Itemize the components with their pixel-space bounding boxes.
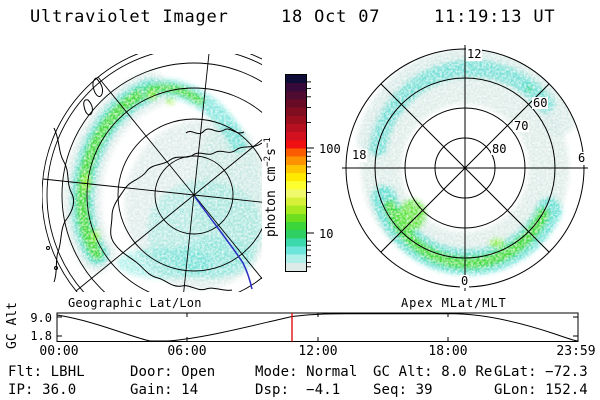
- status-door: Door: Open: [130, 364, 216, 380]
- status-flt: Flt: LBHL: [8, 364, 85, 380]
- app-title: Ultraviolet Imager: [30, 7, 229, 27]
- colorbar-tick-10: 10: [319, 227, 334, 241]
- time-label: 11:19:13 UT: [434, 7, 556, 27]
- date-label: 18 Oct 07: [281, 7, 381, 27]
- geo-panel-caption: Geographic Lat/Lon: [68, 296, 202, 310]
- status-dsp: Dsp: −4.1: [255, 382, 341, 398]
- mlt-label-6: 6: [577, 151, 587, 165]
- latlon-grid: [42, 54, 262, 292]
- xtick-2359: 23:59: [556, 344, 596, 359]
- ytick-9: 9.0: [30, 311, 52, 325]
- gc-alt-plot: [56, 312, 579, 342]
- status-gc-alt: GC Alt: 8.0 Re: [373, 364, 493, 380]
- xtick-1800: 18:00: [428, 344, 468, 359]
- status-ip: IP: 36.0: [8, 382, 77, 398]
- status-seq: Seq: 39: [373, 382, 433, 398]
- status-mode: Mode: Normal: [255, 364, 358, 380]
- gc-alt-axis-ticks: [57, 313, 578, 342]
- mlt-label-18: 18: [351, 148, 368, 162]
- colorbar-unit-label: photon cm−2s−1: [263, 137, 279, 237]
- xtick-1200: 12:00: [298, 344, 338, 359]
- apex-panel-caption: Apex MLat/MLT: [401, 296, 507, 310]
- orbit-track-line: [194, 196, 253, 290]
- geographic-image-panel: [42, 54, 262, 292]
- xtick-0600: 06:00: [167, 344, 207, 359]
- colorbar-exp2: −1: [262, 137, 273, 149]
- ytick-1-8: 1.8: [30, 329, 52, 343]
- colorbar-ticks: [307, 81, 314, 268]
- status-gain: Gain: 14: [130, 382, 199, 398]
- colorbar-exp1: −2: [262, 155, 273, 167]
- mlat-mlt-grid: [342, 45, 588, 291]
- mlat-label-70: 70: [513, 119, 530, 133]
- colorbar-gradient: [285, 74, 307, 272]
- mlat-label-60: 60: [532, 96, 549, 110]
- xtick-0000: 00:00: [39, 344, 79, 359]
- status-glon: GLon: 152.4: [494, 382, 588, 398]
- coastlines: [46, 77, 262, 291]
- colorbar-unit-prefix: photon cm: [264, 166, 280, 238]
- mlt-label-0: 0: [460, 274, 470, 288]
- colorbar-tick-100: 100: [319, 142, 341, 156]
- apex-image-panel: [342, 45, 588, 291]
- status-glat: GLat: −72.3: [494, 364, 588, 380]
- mlat-label-80: 80: [491, 142, 508, 156]
- gc-alt-ylabel: GC Alt: [4, 302, 20, 349]
- mlt-label-12: 12: [466, 47, 483, 61]
- colorbar-unit-s: s: [264, 148, 280, 156]
